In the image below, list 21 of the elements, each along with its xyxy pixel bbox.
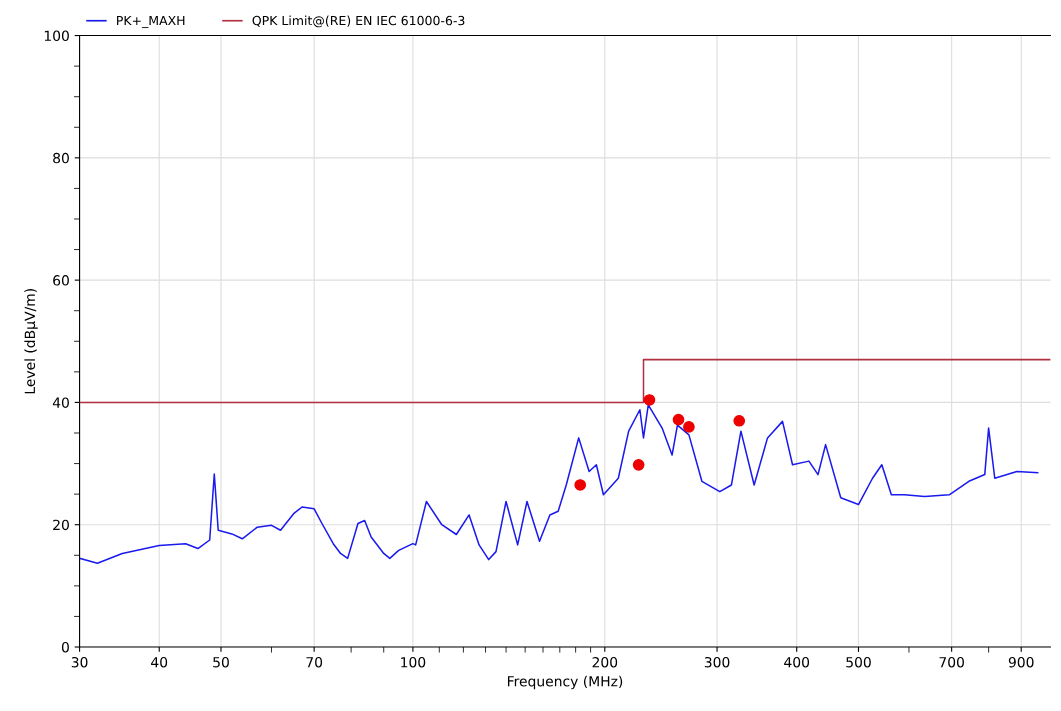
x-tick-label: 70 <box>306 656 323 668</box>
x-tick-label: 50 <box>213 656 229 668</box>
x-tick-label: 500 <box>846 656 871 668</box>
y-tick-label: 60 <box>53 275 69 286</box>
legend-label: PK+_MAXH <box>117 15 185 29</box>
x-tick-label: 300 <box>704 656 730 668</box>
y-tick-label: 0 <box>61 641 69 653</box>
x-axis-title: Frequency (MHz) <box>507 675 623 690</box>
legend-label: QPK Limit@(RE) EN IEC 61000-6-3 <box>252 15 465 28</box>
x-tick-label: 900 <box>1008 656 1034 668</box>
x-tick-label: 700 <box>939 656 964 668</box>
y-axis-title: Level (dBµV/m) <box>24 289 38 394</box>
y-tick-label: 100 <box>44 30 69 42</box>
y-tick-label: 20 <box>53 519 69 531</box>
x-tick-label: 400 <box>784 656 810 668</box>
x-tick-label: 100 <box>401 656 426 668</box>
x-tick-label: 30 <box>71 656 88 668</box>
x-tick-label: 200 <box>592 656 618 668</box>
y-tick-label: 40 <box>52 397 69 408</box>
y-tick-label: 80 <box>53 152 69 164</box>
x-tick-label: 40 <box>151 656 168 668</box>
